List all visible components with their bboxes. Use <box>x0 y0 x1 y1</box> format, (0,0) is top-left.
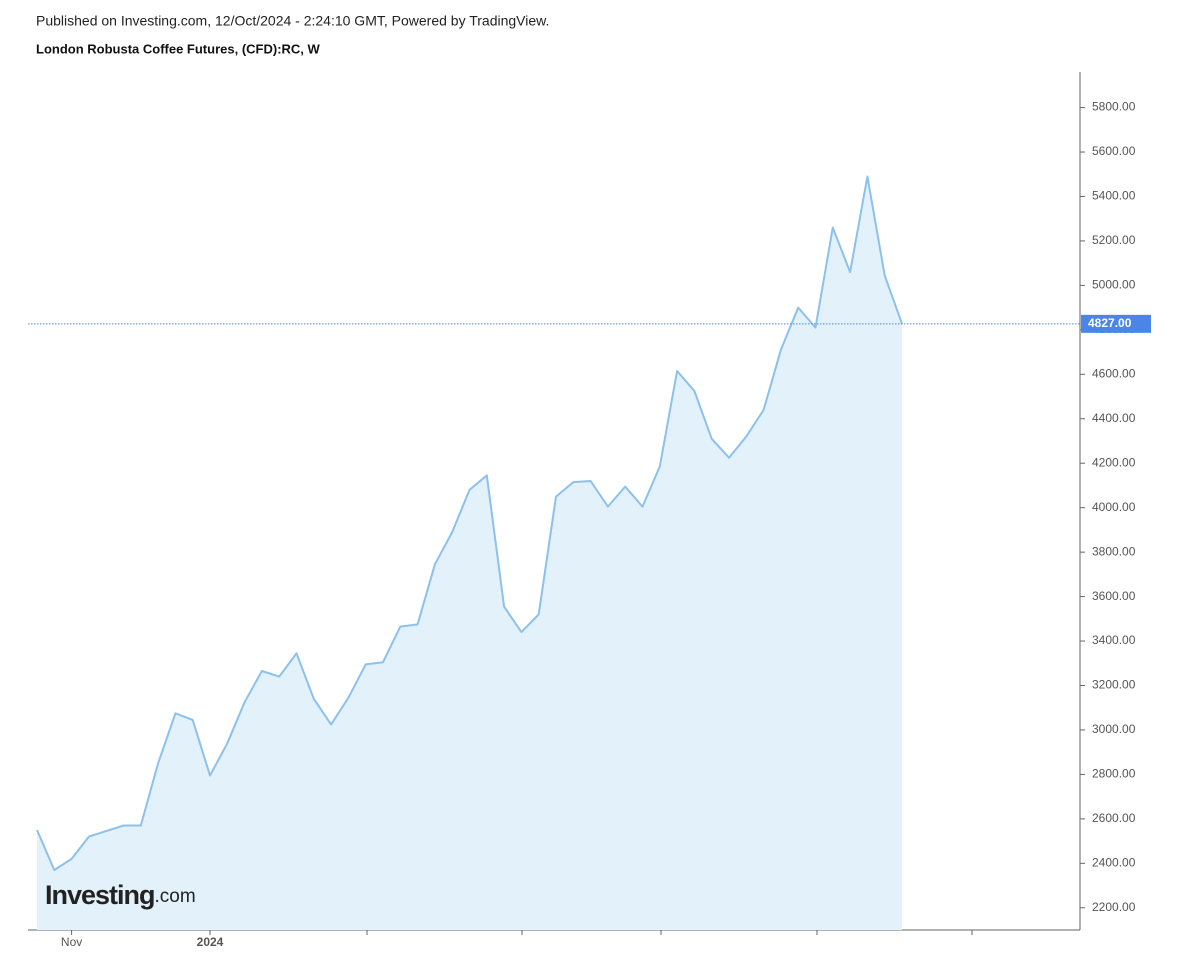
minor-x-ticks <box>366 930 973 935</box>
current-price-box <box>1081 314 1151 333</box>
chart-title: London Robusta Coffee Futures, (CFD):RC,… <box>36 41 321 56</box>
logo: Investing.com <box>45 880 196 910</box>
current-price-label: 4827.00 <box>1088 316 1132 330</box>
y-tick-label: 2600.00 <box>1092 811 1136 825</box>
area-fill <box>37 176 902 930</box>
y-tick-label: 3200.00 <box>1092 678 1136 692</box>
y-tick-label: 5400.00 <box>1092 189 1136 203</box>
y-tick-label: 2200.00 <box>1092 900 1136 914</box>
y-tick-label: 3000.00 <box>1092 722 1136 736</box>
price-line <box>36 175 903 871</box>
y-tick-label: 3800.00 <box>1092 544 1136 558</box>
y-tick-label: 4400.00 <box>1092 411 1136 425</box>
x-tick-label: 2024 <box>197 935 224 949</box>
y-tick-label: 5000.00 <box>1092 278 1136 292</box>
y-tick-label: 3400.00 <box>1092 633 1136 647</box>
y-tick-label: 2800.00 <box>1092 767 1136 781</box>
y-tick-label: 2400.00 <box>1092 855 1136 869</box>
logo-name: Investing <box>45 880 155 910</box>
y-tick-label: 3600.00 <box>1092 589 1136 603</box>
y-tick-label: 4200.00 <box>1092 455 1136 469</box>
y-tick-label: 5800.00 <box>1092 100 1136 114</box>
y-tick-label: 4600.00 <box>1092 366 1136 380</box>
published-note: Published on Investing.com, 12/Oct/2024 … <box>36 13 549 29</box>
x-tick-label: Nov <box>61 935 82 949</box>
y-tick-label: 4000.00 <box>1092 500 1136 514</box>
y-tick-label: 5200.00 <box>1092 233 1136 247</box>
y-tick-label: 5600.00 <box>1092 144 1136 158</box>
logo-suffix: .com <box>155 886 196 907</box>
